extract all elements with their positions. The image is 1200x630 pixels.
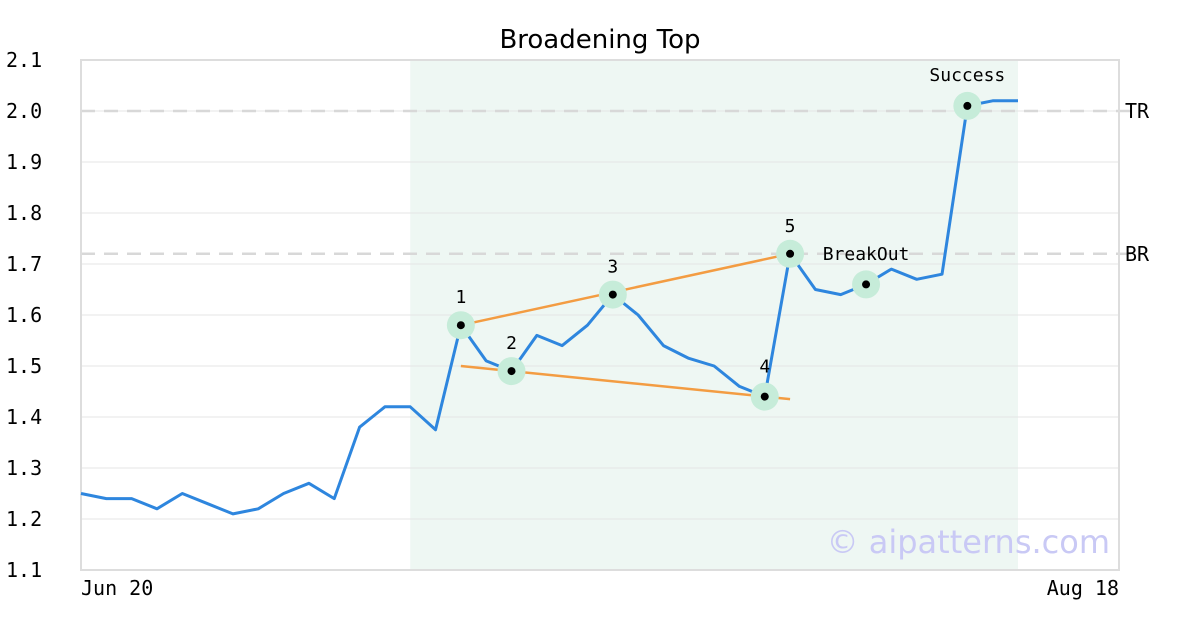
y-tick-label: 2.0 <box>6 99 42 123</box>
reference-label-br: BR <box>1125 242 1150 266</box>
x-tick-label: Jun 20 <box>81 576 153 600</box>
y-tick-label: 1.9 <box>6 150 42 174</box>
y-tick-label: 1.5 <box>6 354 42 378</box>
chart-title: Broadening Top <box>499 25 700 55</box>
pivot-label: BreakOut <box>823 244 910 265</box>
plot-frame <box>80 59 1120 571</box>
y-axis-ticks: 1.1 1.2 1.3 1.4 1.5 1.6 1.7 1.8 1.9 2.0 2.1 <box>6 48 42 582</box>
pivot-label: Success <box>929 65 1005 86</box>
pivot-label: 3 <box>607 257 618 278</box>
pivot-marker-dot <box>608 290 617 299</box>
pivot-label: 4 <box>759 357 770 378</box>
pivot-marker-dot <box>760 392 769 401</box>
y-tick-label: 1.6 <box>6 303 42 327</box>
reference-label-tr: TR <box>1125 99 1150 123</box>
y-tick-label: 1.2 <box>6 507 42 531</box>
y-tick-label: 1.1 <box>6 558 42 582</box>
watermark: © aipatterns.com <box>827 523 1110 561</box>
y-tick-label: 1.4 <box>6 405 42 429</box>
y-tick-label: 2.1 <box>6 48 42 72</box>
pivot-marker-dot <box>963 101 972 110</box>
pivot-label: 5 <box>785 216 796 237</box>
x-tick-label: Aug 18 <box>1047 576 1119 600</box>
y-tick-label: 1.7 <box>6 252 42 276</box>
y-tick-label: 1.3 <box>6 456 42 480</box>
pivot-label: 1 <box>455 287 466 308</box>
pivot-marker-dot <box>507 367 516 376</box>
pivot-marker-dot <box>786 249 795 258</box>
y-tick-label: 1.8 <box>6 201 42 225</box>
pivot-markers: 1 2 3 4 5 BreakOut Success <box>446 65 1005 411</box>
pivot-label: 2 <box>506 333 517 354</box>
x-axis-ticks: Jun 20 Aug 18 <box>81 576 1119 600</box>
pivot-marker-dot <box>456 321 465 330</box>
pivot-marker-dot <box>862 280 871 289</box>
